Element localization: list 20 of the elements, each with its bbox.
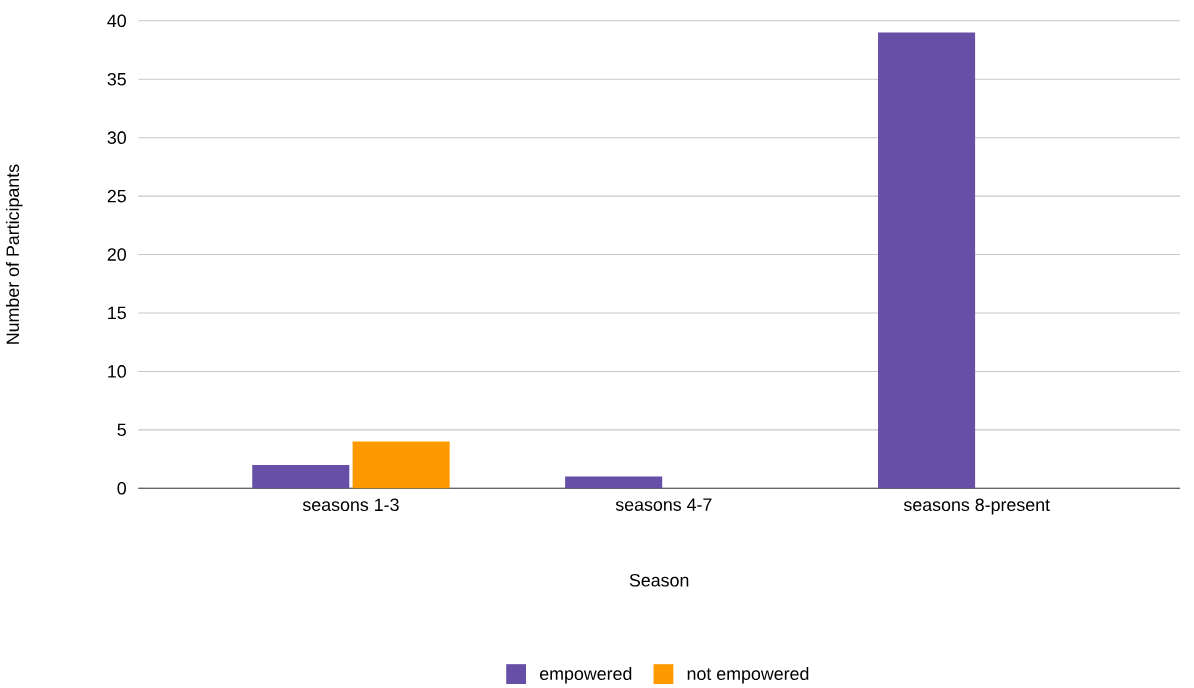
y-tick-label: 10 <box>108 365 126 378</box>
x-tick-label: seasons 8-present <box>903 498 1050 515</box>
x-tick-label: seasons 4-7 <box>615 498 712 511</box>
bar <box>352 441 450 489</box>
x-tick-label: seasons 1-3 <box>302 498 399 512</box>
bar <box>252 465 350 489</box>
y-tick-label: 15 <box>108 306 126 320</box>
y-tick-label: 5 <box>117 423 126 437</box>
y-tick-label: 25 <box>107 189 126 203</box>
x-axis-title: Season <box>629 574 689 587</box>
y-tick-label: 30 <box>107 131 126 145</box>
bar <box>565 476 663 489</box>
y-tick-label: 40 <box>107 14 126 28</box>
y-tick-label: 20 <box>107 248 126 261</box>
bar <box>878 32 976 489</box>
legend-label: empowered <box>540 667 632 684</box>
legend-label: not empowered <box>687 667 809 684</box>
y-tick-label: 35 <box>107 73 126 86</box>
y-tick-label: 0 <box>117 482 126 495</box>
y-axis-title: Number of Participants <box>5 164 23 344</box>
